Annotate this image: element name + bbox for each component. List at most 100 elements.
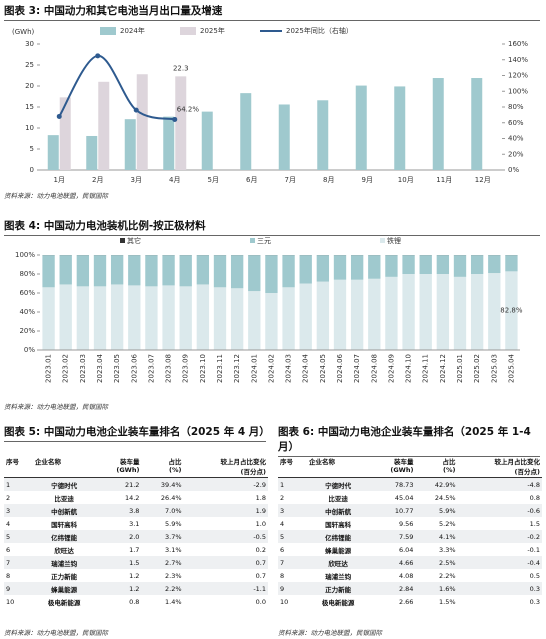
legend-label: 2025年 [200, 26, 225, 35]
cell: 5 [4, 530, 33, 543]
bar [175, 76, 187, 170]
cell: 2.0 [95, 530, 142, 543]
y-tick-label: 20 [25, 82, 34, 90]
cell: 4.66 [369, 556, 416, 569]
bar-segment [128, 255, 141, 286]
cell: 5.9% [415, 504, 458, 517]
cell: 1.0 [255, 519, 266, 528]
x-tick-label: 2024.09 [387, 354, 395, 383]
cell: 1.2 [95, 582, 142, 595]
marker [172, 116, 178, 122]
bar-segment [196, 255, 210, 285]
cell: -0.4 [457, 556, 542, 569]
row: 7 瑞浦兰钧 1.5 2.7% 0.7 [4, 556, 268, 569]
bar-segment [145, 286, 158, 350]
bar-segment [488, 273, 501, 350]
y-tick-label: 30 [25, 40, 34, 48]
row: 5 亿纬锂能 7.59 4.1% -0.2 [278, 530, 542, 543]
header-text: 较上月占比变化 [220, 458, 267, 466]
x-tick-label: 2024.08 [370, 354, 378, 383]
x-tick-label: 2025.01 [456, 354, 464, 383]
cell: 0.2 [255, 545, 266, 554]
cell: 1.5% [439, 597, 456, 606]
y2-tick-label: 140% [508, 56, 528, 64]
bar [432, 78, 444, 170]
legend-label: 其它 [127, 236, 141, 245]
x-tick-label: 2023.07 [147, 354, 155, 383]
cell: 2.7% [141, 556, 184, 569]
cell: 3.3% [439, 545, 456, 554]
table: 序号 企业名称 装车量 (GWh) 占比 (%) 较上月占比变化 (百分点) 1 宁德时代 78.7… [278, 455, 542, 608]
header-text: (百分点) [240, 468, 266, 476]
bar-segment [162, 285, 175, 350]
header-cell: 序号 [4, 455, 33, 478]
header-text: 序号 [6, 458, 19, 466]
cell: 6 [280, 545, 285, 554]
cell: 1.7 [129, 545, 140, 554]
x-tick-label: 2023.11 [216, 354, 224, 383]
line [58, 54, 175, 121]
bar-segment [350, 255, 364, 280]
bar-segment [196, 284, 210, 350]
x-tick-label: 2023.10 [199, 354, 207, 383]
cell: 78.73 [369, 477, 416, 491]
y-tick-label: 5 [30, 145, 34, 153]
y-tick-label: 80% [19, 270, 35, 278]
x-tick-label: 9月 [362, 176, 373, 184]
cell: 欣旺达 [54, 546, 74, 555]
y-tick-label: 20% [19, 327, 35, 335]
row: 1 宁德时代 78.73 42.9% -4.8 [278, 477, 542, 491]
x-tick-label: 2023.12 [233, 354, 241, 383]
cell: 3.1 [129, 519, 140, 528]
data-label: 64.2% [177, 105, 200, 113]
y2-tick-label: 40% [508, 135, 524, 143]
row: 3 中创新航 10.77 5.9% -0.6 [278, 504, 542, 517]
x-tick-label: 11月 [436, 176, 452, 184]
bar-segment [76, 255, 90, 287]
x-tick-label: 2023.03 [79, 354, 87, 383]
bar-segment [93, 255, 107, 287]
cell: 9 [278, 582, 307, 595]
x-tick-label: 2024.11 [422, 354, 430, 383]
marker [133, 107, 139, 113]
x-tick-label: 10月 [398, 176, 414, 184]
x-tick-label: 2023.04 [96, 353, 104, 382]
cell: 2.3% [165, 571, 182, 580]
bar [47, 135, 59, 170]
marker [95, 53, 101, 59]
row: 1 宁德时代 21.2 39.4% -2.9 [4, 477, 268, 491]
cell: 0.3 [457, 582, 542, 595]
header-text: (%) [443, 466, 456, 474]
marker [56, 113, 62, 119]
x-tick-label: 8月 [323, 176, 334, 184]
header-text: (%) [169, 466, 182, 474]
table-heading: 图表 5: 中国动力电池企业装车量排名（2025 年 4 月） [4, 424, 270, 442]
cell: 10 [6, 597, 15, 606]
cell: 0.3 [529, 597, 540, 606]
cell: 2 [6, 493, 11, 502]
row: 4 国轩高科 3.1 5.9% 1.0 [4, 517, 268, 530]
row: 8 正力新能 1.2 2.3% 0.7 [4, 569, 268, 582]
bar-segment [282, 287, 295, 350]
bar [471, 78, 483, 170]
bar-segment [299, 283, 312, 350]
legend-label: 铁锂 [387, 236, 401, 245]
source: 资料来源：动力电池联盟，民银国际 [4, 192, 108, 200]
x-tick-label: 2024.12 [439, 354, 447, 383]
x-tick-label: 2023.05 [113, 354, 121, 383]
y2-tick-label: 80% [508, 103, 524, 111]
cell: 3.1% [165, 545, 182, 554]
cell: 0.8 [529, 493, 540, 502]
header-text: 占比 [168, 458, 182, 466]
bar-segment [110, 255, 124, 285]
bar-segment [59, 284, 72, 350]
bar-segment [402, 274, 415, 350]
row: 2 比亚迪 14.2 26.4% 1.8 [4, 491, 268, 504]
bar-segment [42, 255, 55, 288]
bar [355, 85, 367, 170]
bar-segment [265, 255, 278, 293]
bar-segment [230, 288, 244, 350]
y2-tick-label: 120% [508, 72, 528, 80]
bar-segment [419, 274, 432, 350]
cell: -0.2 [457, 530, 542, 543]
